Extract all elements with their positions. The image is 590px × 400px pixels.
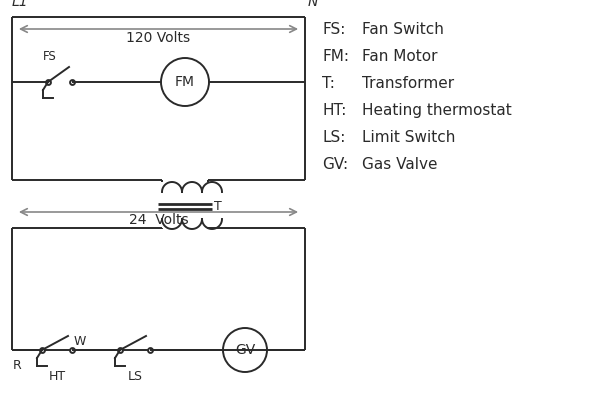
Text: FS: FS <box>43 50 57 63</box>
Text: GV: GV <box>235 343 255 357</box>
Text: HT:: HT: <box>322 103 346 118</box>
Text: 24  Volts: 24 Volts <box>129 213 188 227</box>
Text: R: R <box>13 359 22 372</box>
Text: HT: HT <box>48 370 65 383</box>
Text: LS:: LS: <box>322 130 345 145</box>
Text: Transformer: Transformer <box>362 76 454 91</box>
Text: W: W <box>74 335 86 348</box>
Text: GV:: GV: <box>322 157 348 172</box>
Text: 120 Volts: 120 Volts <box>126 31 191 45</box>
Text: Fan Motor: Fan Motor <box>362 49 438 64</box>
Text: T: T <box>214 200 222 213</box>
Text: LS: LS <box>127 370 143 383</box>
Text: FS:: FS: <box>322 22 345 37</box>
Text: FM: FM <box>175 75 195 89</box>
Text: Heating thermostat: Heating thermostat <box>362 103 512 118</box>
Text: FM:: FM: <box>322 49 349 64</box>
Text: L1: L1 <box>12 0 29 9</box>
Text: N: N <box>308 0 319 9</box>
Text: Gas Valve: Gas Valve <box>362 157 438 172</box>
Text: Limit Switch: Limit Switch <box>362 130 455 145</box>
Text: Fan Switch: Fan Switch <box>362 22 444 37</box>
Text: T:: T: <box>322 76 335 91</box>
